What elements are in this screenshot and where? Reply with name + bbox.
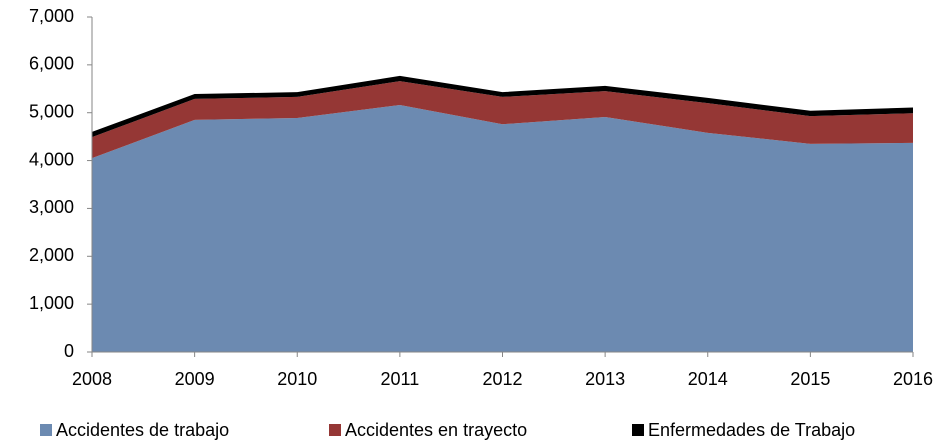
y-tick-label: 4,000 bbox=[29, 149, 74, 169]
y-tick-label: 5,000 bbox=[29, 101, 74, 121]
area bbox=[92, 105, 913, 352]
y-tick-label: 7,000 bbox=[29, 6, 74, 26]
x-tick-label: 2011 bbox=[381, 369, 420, 389]
y-tick-label: 6,000 bbox=[29, 54, 74, 74]
legend-swatch bbox=[632, 424, 644, 436]
legend-label: Accidentes de trabajo bbox=[56, 420, 229, 440]
y-tick-label: 3,000 bbox=[29, 197, 74, 217]
x-tick-label: 2013 bbox=[585, 369, 625, 389]
x-tick-label: 2009 bbox=[175, 369, 215, 389]
y-tick-label: 0 bbox=[64, 341, 74, 361]
legend-swatch bbox=[329, 424, 341, 436]
legend-label: Enfermedades de Trabajo bbox=[648, 420, 855, 440]
y-tick-label: 1,000 bbox=[29, 293, 74, 313]
x-tick-label: 2008 bbox=[72, 369, 112, 389]
legend-label: Accidentes en trayecto bbox=[345, 420, 527, 440]
x-tick-label: 2015 bbox=[790, 369, 830, 389]
x-tick-label: 2010 bbox=[277, 369, 317, 389]
y-tick-label: 2,000 bbox=[29, 245, 74, 265]
x-tick-label: 2012 bbox=[482, 369, 522, 389]
area bbox=[92, 81, 913, 159]
legend-swatch bbox=[40, 424, 52, 436]
area bbox=[92, 75, 913, 138]
x-tick-label: 2014 bbox=[688, 369, 728, 389]
x-tick-label: 2016 bbox=[893, 369, 933, 389]
